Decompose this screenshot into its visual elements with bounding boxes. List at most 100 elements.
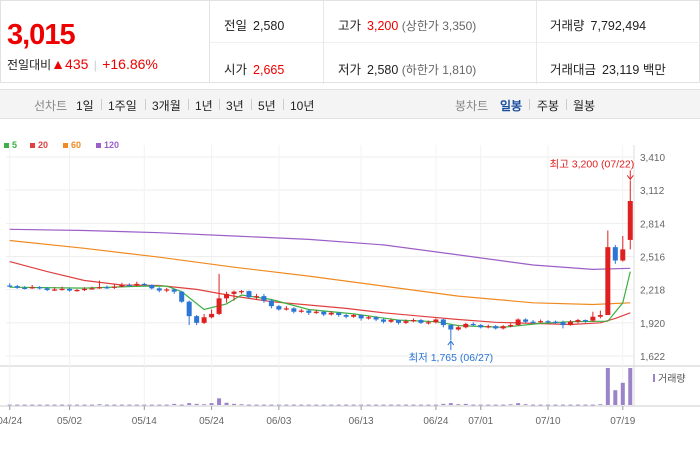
- candle-body: [239, 291, 244, 293]
- prev-close: 전일 2,580: [224, 19, 285, 33]
- price-summary: 3,015 전일대비▲435 | +16.86%: [0, 0, 210, 83]
- candle-body: [141, 283, 147, 286]
- volume-bar: [232, 403, 237, 405]
- candle-body: [336, 312, 342, 316]
- candle-body: [67, 288, 73, 291]
- candle-body: [231, 291, 237, 294]
- volume-bar: [441, 403, 446, 405]
- trade-amount: 거래대금 23,119 백만: [550, 63, 666, 77]
- candle-weekly[interactable]: 주봉: [537, 99, 560, 113]
- volume-bar: [590, 404, 595, 406]
- volume-bar: [202, 404, 207, 406]
- volume-bar: [314, 404, 319, 406]
- candle-body: [22, 287, 28, 289]
- candle-body: [298, 310, 304, 312]
- candle-body: [425, 322, 431, 324]
- volume-bar: [329, 404, 334, 406]
- x-tick-label: 05/14: [132, 416, 157, 427]
- y-tick-label: 3,410: [640, 153, 665, 164]
- volume-bar: [381, 404, 386, 406]
- candle-body: [126, 284, 132, 287]
- candle-body: [52, 289, 58, 291]
- volume-bar: [374, 404, 379, 406]
- volume-bar: [60, 404, 65, 406]
- volume-bar: [246, 404, 251, 406]
- candle-body: [396, 320, 401, 323]
- period-1y[interactable]: 1년: [195, 99, 213, 113]
- candle-body: [261, 296, 267, 301]
- period-5y[interactable]: 5년: [258, 99, 276, 113]
- candle-monthly[interactable]: 월봉: [573, 99, 596, 113]
- volume-bar: [306, 404, 311, 406]
- volume-bar: [269, 404, 274, 406]
- candle-daily[interactable]: 일봉: [500, 99, 523, 113]
- volume-bar: [598, 404, 603, 406]
- candle-body: [246, 291, 252, 298]
- y-tick-label: 1,920: [640, 319, 665, 330]
- volume-bar: [217, 398, 222, 405]
- volume-bar: [463, 403, 468, 405]
- period-1w[interactable]: 1주일: [108, 99, 137, 113]
- change-label: 전일대비: [7, 58, 52, 72]
- legend-ma20: 20: [30, 140, 48, 150]
- volume-bar: [284, 404, 289, 406]
- period-3m[interactable]: 3개월: [152, 99, 181, 113]
- volume-bar: [276, 404, 281, 406]
- x-tick-label: 07/19: [610, 416, 635, 427]
- candle-body: [575, 320, 581, 322]
- volume-bar: [538, 404, 543, 406]
- candle-body: [306, 310, 312, 313]
- candle-body: [44, 288, 50, 291]
- period-3y[interactable]: 3년: [226, 99, 244, 113]
- candle-body: [194, 316, 200, 323]
- volume-bar: [628, 368, 633, 405]
- period-1d[interactable]: 1일: [76, 99, 94, 113]
- current-price: 3,015: [7, 19, 76, 51]
- volume-bar: [119, 404, 124, 406]
- volume-bar: [127, 404, 132, 406]
- candle-body: [82, 288, 87, 291]
- price-change: 전일대비▲435 | +16.86%: [7, 56, 158, 73]
- candle-body: [7, 285, 13, 287]
- candle-body: [358, 315, 364, 319]
- x-tick-label: 05/24: [199, 416, 224, 427]
- candle-body: [582, 320, 588, 322]
- candle-body: [186, 301, 192, 317]
- volume-bar: [239, 404, 244, 406]
- candle-body: [433, 319, 439, 323]
- candle-body: [59, 288, 65, 291]
- volume-bar: [45, 404, 50, 406]
- candle-body: [89, 288, 95, 290]
- y-tick-label: 3,112: [640, 186, 665, 197]
- period-10y[interactable]: 10년: [290, 99, 315, 113]
- volume-bar: [478, 404, 483, 406]
- legend-ma5: 5: [4, 140, 17, 150]
- candle-body: [567, 321, 573, 326]
- candle-body: [111, 286, 117, 288]
- candle-body: [224, 293, 230, 299]
- candle-body: [216, 298, 222, 314]
- candle-body: [605, 247, 611, 316]
- volume-bar: [15, 404, 20, 406]
- volume-bar: [403, 404, 408, 406]
- candle-body: [508, 325, 514, 327]
- volume-bar: [104, 404, 109, 406]
- volume-bar: [531, 404, 536, 406]
- candle-body: [268, 300, 274, 307]
- volume-bar: [149, 404, 154, 406]
- volume-bar: [321, 404, 326, 406]
- candle-body: [523, 319, 529, 322]
- candle-body: [201, 317, 207, 323]
- candle-body: [403, 321, 409, 323]
- volume: 거래량 7,792,494: [550, 19, 647, 33]
- volume-bar: [261, 404, 266, 406]
- candle-body: [470, 323, 476, 326]
- line-chart-label: 선차트: [34, 99, 68, 113]
- volume-bar: [583, 404, 588, 406]
- volume-bar: [112, 404, 117, 406]
- candle-body: [515, 319, 521, 326]
- candle-body: [328, 312, 334, 315]
- candle-body: [253, 296, 259, 298]
- volume-bar: [471, 404, 476, 406]
